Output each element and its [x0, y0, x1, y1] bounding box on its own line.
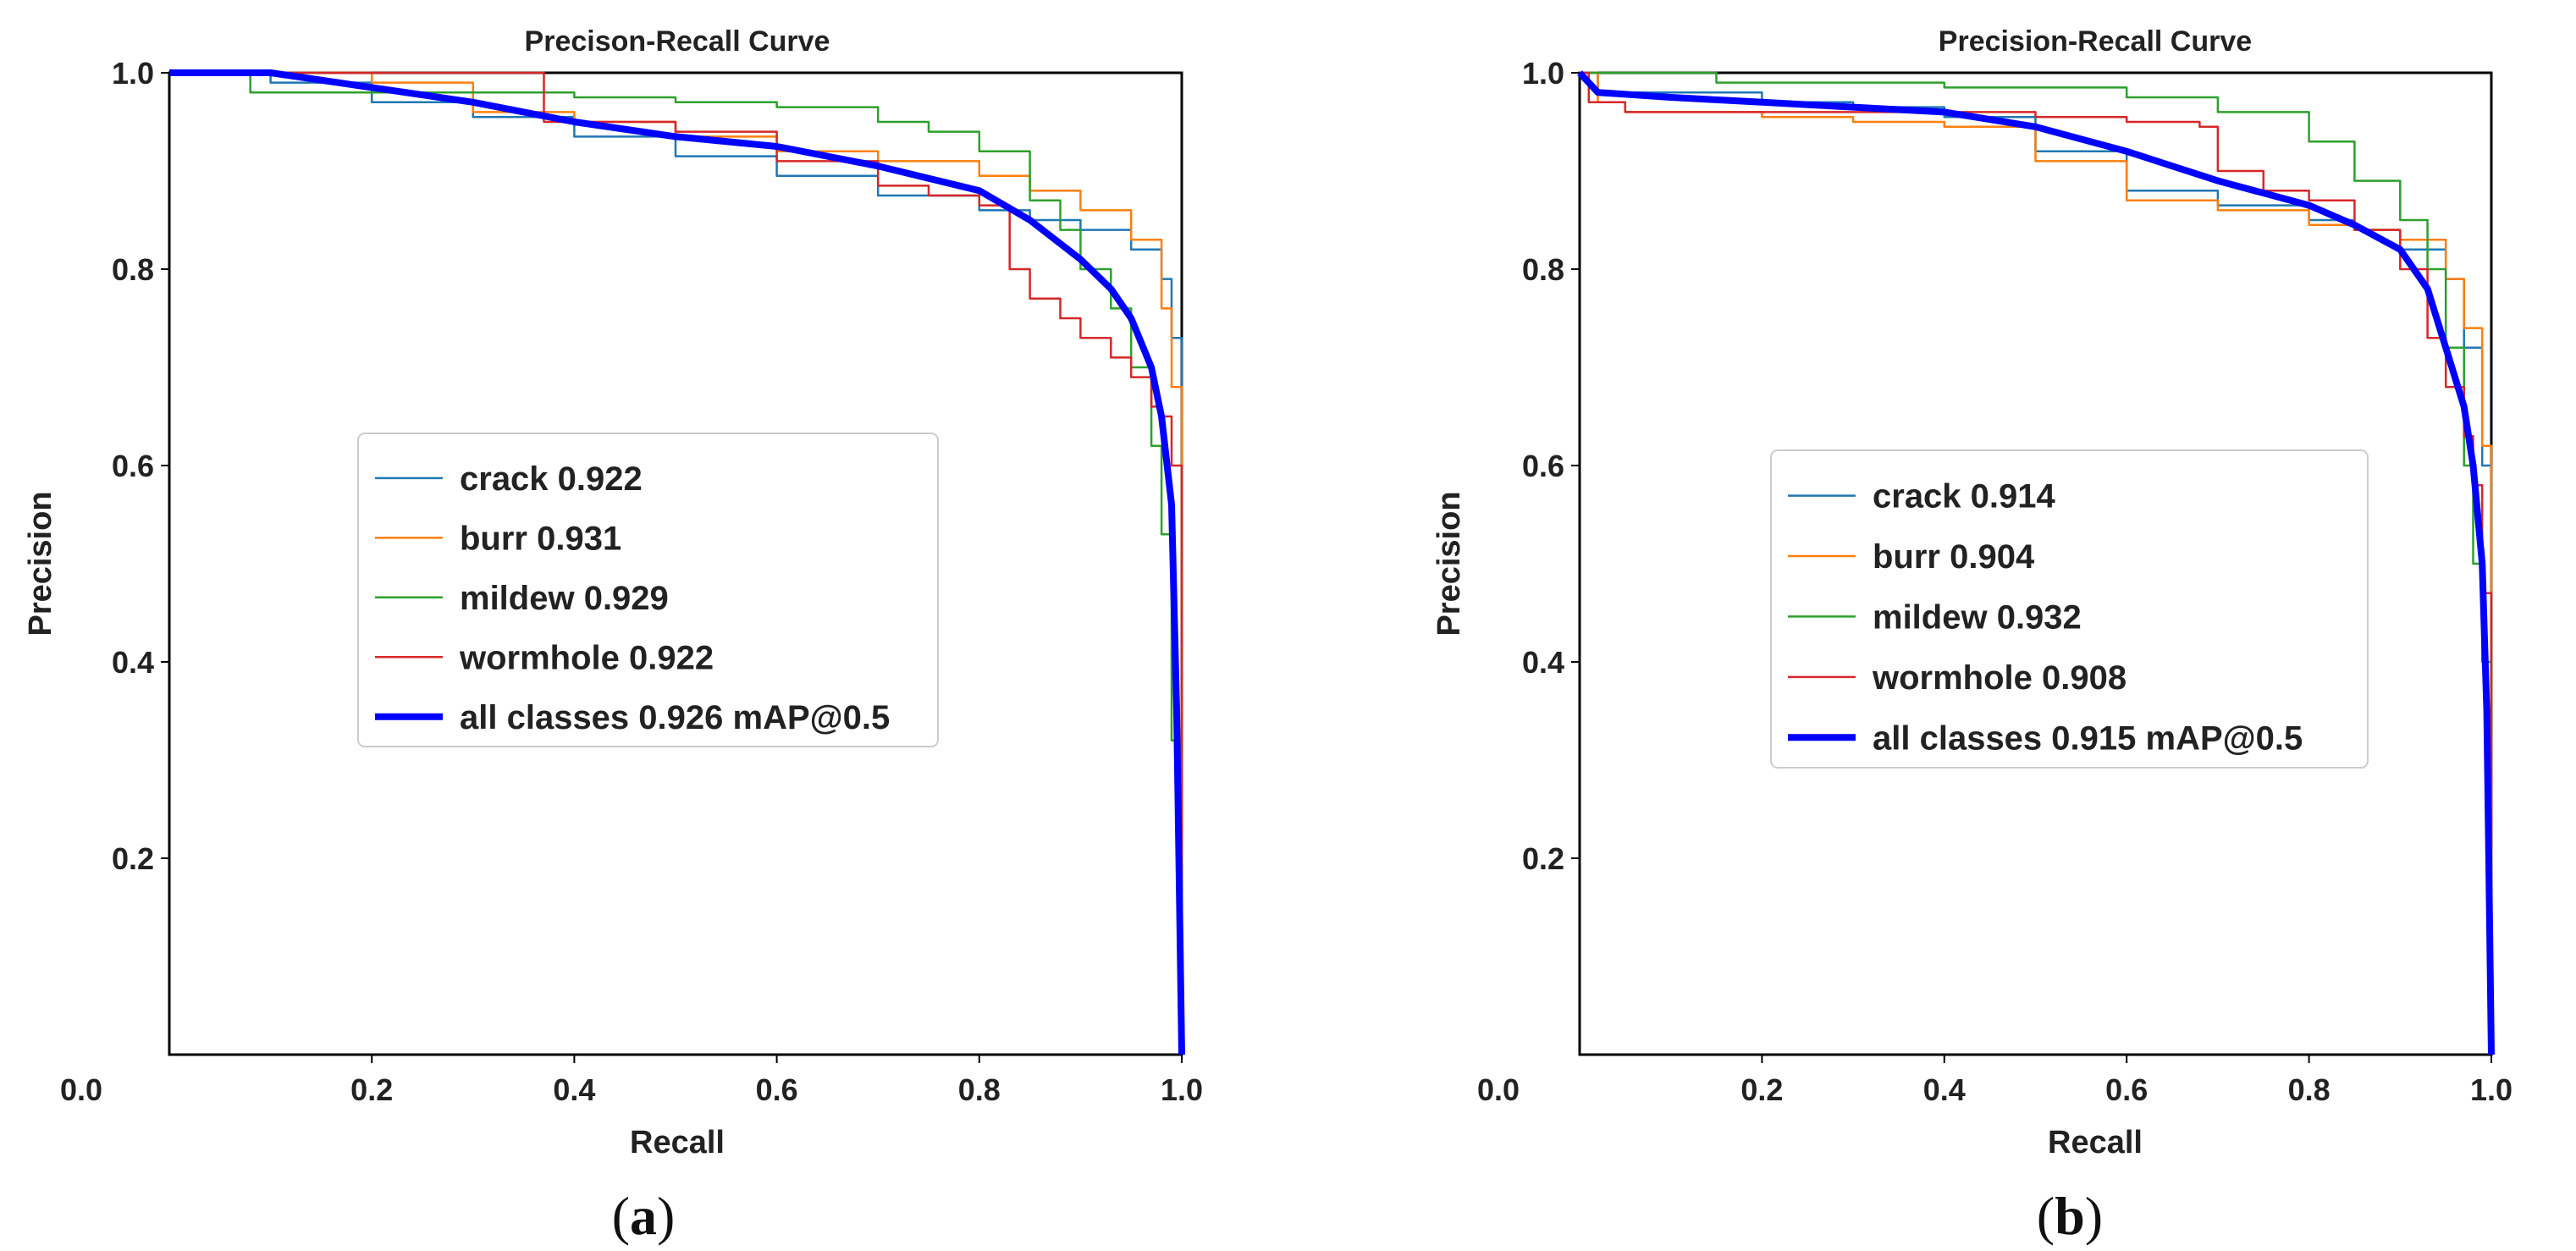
x-tick-label: 0.0	[1477, 1072, 1520, 1107]
legend-label-burr: burr 0.904	[1873, 538, 2035, 576]
x-tick-label: 0.2	[350, 1072, 393, 1107]
panel-caption: (a)	[612, 1186, 676, 1246]
legend-label-mildew: mildew 0.932	[1873, 598, 2082, 636]
y-tick-label: 0.8	[1522, 252, 1564, 287]
y-axis-label: Precision	[1431, 491, 1467, 636]
caption-open: (	[2037, 1186, 2055, 1246]
caption-close: )	[657, 1186, 675, 1246]
x-axis-label: Recall	[2048, 1125, 2143, 1160]
x-tick-label: 1.0	[1161, 1072, 1203, 1107]
y-tick-label: 0.6	[112, 449, 154, 483]
x-tick-label: 0.6	[2105, 1072, 2148, 1107]
panel-a: Precison-Recall Curve Recall Precision 0.0 0…	[23, 25, 1203, 1246]
chart-title: Precison-Recall Curve	[525, 25, 830, 58]
caption-letter: a	[630, 1186, 657, 1246]
legend-box	[357, 433, 939, 747]
series-line-all-classes	[169, 69, 1185, 1055]
caption-open: (	[612, 1186, 630, 1246]
y-tick-label: 1.0	[112, 56, 154, 91]
panel-b: Precision-Recall Curve Recall Precision 0.0…	[1431, 25, 2513, 1246]
legend-label-burr: burr 0.931	[460, 520, 621, 557]
series-line-mildew	[169, 71, 1183, 1055]
y-tick-label: 0.6	[1522, 449, 1564, 483]
chart-title: Precision-Recall Curve	[1939, 25, 2252, 58]
y-tick-label: 0.4	[1522, 645, 1564, 680]
x-tick-label: 0.0	[60, 1072, 102, 1107]
legend-label-crack: crack 0.922	[460, 460, 643, 498]
legend-label-crack: crack 0.914	[1873, 478, 2056, 515]
x-tick-label: 0.4	[1923, 1072, 1966, 1107]
y-tick-label: 0.8	[112, 252, 154, 287]
y-tick-label: 0.2	[1522, 841, 1564, 876]
y-tick-label: 0.2	[112, 841, 154, 876]
legend-label-all-classes: all classes 0.926 mAP@0.5	[460, 699, 890, 736]
legend: crack 0.922 burr 0.931 mildew 0.929 wormhol…	[357, 433, 939, 747]
legend: crack 0.914 burr 0.904 mildew 0.932 wormhol…	[1770, 449, 2369, 769]
legend-label-all-classes: all classes 0.915 mAP@0.5	[1873, 719, 2303, 757]
y-tick-label: 0.4	[112, 645, 154, 680]
x-tick-label: 0.4	[553, 1072, 595, 1107]
x-tick-label: 0.6	[756, 1072, 798, 1107]
legend-label-wormhole: wormhole 0.922	[459, 639, 714, 676]
legend-box	[1770, 449, 2369, 769]
y-tick-label: 1.0	[1522, 56, 1564, 91]
x-tick-label: 0.8	[2288, 1072, 2331, 1107]
x-tick-label: 1.0	[2470, 1072, 2513, 1107]
series-line-all-classes	[1577, 70, 2495, 1055]
x-axis-label: Recall	[630, 1125, 725, 1160]
y-axis-label: Precision	[23, 491, 58, 636]
x-tick-label: 0.2	[1740, 1072, 1783, 1107]
legend-label-mildew: mildew 0.929	[460, 580, 669, 617]
series-line-wormhole	[169, 71, 1183, 1055]
caption-letter: b	[2055, 1186, 2085, 1246]
panel-caption: (b)	[2037, 1186, 2103, 1246]
series-line-burr	[169, 71, 1183, 1055]
legend-label-wormhole: wormhole 0.908	[1872, 659, 2126, 697]
caption-close: )	[2085, 1186, 2103, 1246]
x-tick-label: 0.8	[958, 1072, 1001, 1107]
